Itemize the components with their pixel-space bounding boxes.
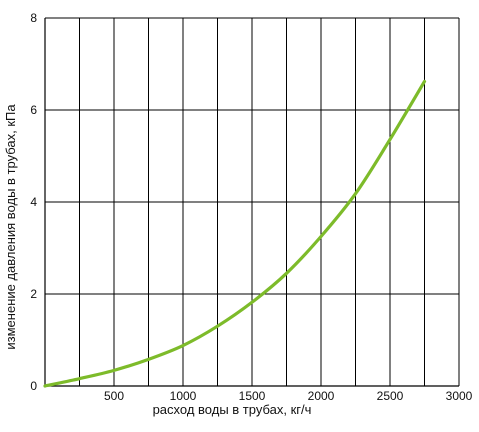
y-tick-label: 0 xyxy=(30,379,37,393)
y-tick-label: 4 xyxy=(30,195,37,209)
x-tick-label: 1500 xyxy=(239,389,266,403)
x-tick-label: 2000 xyxy=(308,389,335,403)
y-axis-label: изменение давления воды в трубах, кПа xyxy=(3,104,18,350)
y-tick-label: 8 xyxy=(30,11,37,25)
x-tick-label: 1000 xyxy=(170,389,197,403)
x-tick-label: 3000 xyxy=(446,389,473,403)
tick-labels: 0 2 4 6 8 500 1000 1500 2000 2500 3000 xyxy=(30,11,472,403)
series-line xyxy=(43,79,427,388)
x-tick-label: 500 xyxy=(104,389,124,403)
y-tick-label: 2 xyxy=(30,287,37,301)
y-tick-label: 6 xyxy=(30,103,37,117)
x-tick-label: 2500 xyxy=(377,389,404,403)
axes xyxy=(44,18,459,387)
grid xyxy=(45,17,460,386)
x-axis-label: расход воды в трубах, кг/ч xyxy=(153,402,312,417)
series xyxy=(43,79,427,388)
